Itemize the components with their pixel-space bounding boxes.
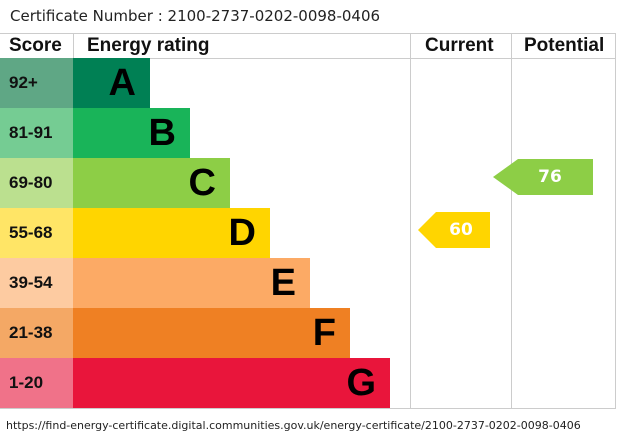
score-band-A: 92+ [0,58,73,108]
rating-bar-D: D [73,208,270,258]
divider [0,33,616,34]
divider [0,58,616,59]
rating-bar-A: A [73,58,150,108]
potential-rating-arrow: 76 [493,159,593,195]
divider [511,34,512,408]
current-rating-arrow: 60 [418,212,490,248]
potential-header: Potential [524,35,605,56]
certificate-number: Certificate Number : 2100-2737-0202-0098… [10,7,381,25]
divider [615,34,616,408]
certificate-url[interactable]: https://find-energy-certificate.digital.… [6,419,581,432]
rating-bar-F: F [73,308,350,358]
score-band-C: 69-80 [0,158,73,208]
score-band-G: 1-20 [0,358,73,408]
rating-bar-G: G [73,358,390,408]
rating-bar-E: E [73,258,310,308]
divider [410,34,411,408]
rating-bar-B: B [73,108,190,158]
score-band-D: 55-68 [0,208,73,258]
score-header: Score [9,35,62,56]
current-header: Current [425,35,494,56]
divider [0,408,616,409]
rating-bar-C: C [73,158,230,208]
rating-header: Energy rating [87,35,210,56]
divider [73,34,74,58]
score-band-F: 21-38 [0,308,73,358]
score-band-B: 81-91 [0,108,73,158]
score-band-E: 39-54 [0,258,73,308]
